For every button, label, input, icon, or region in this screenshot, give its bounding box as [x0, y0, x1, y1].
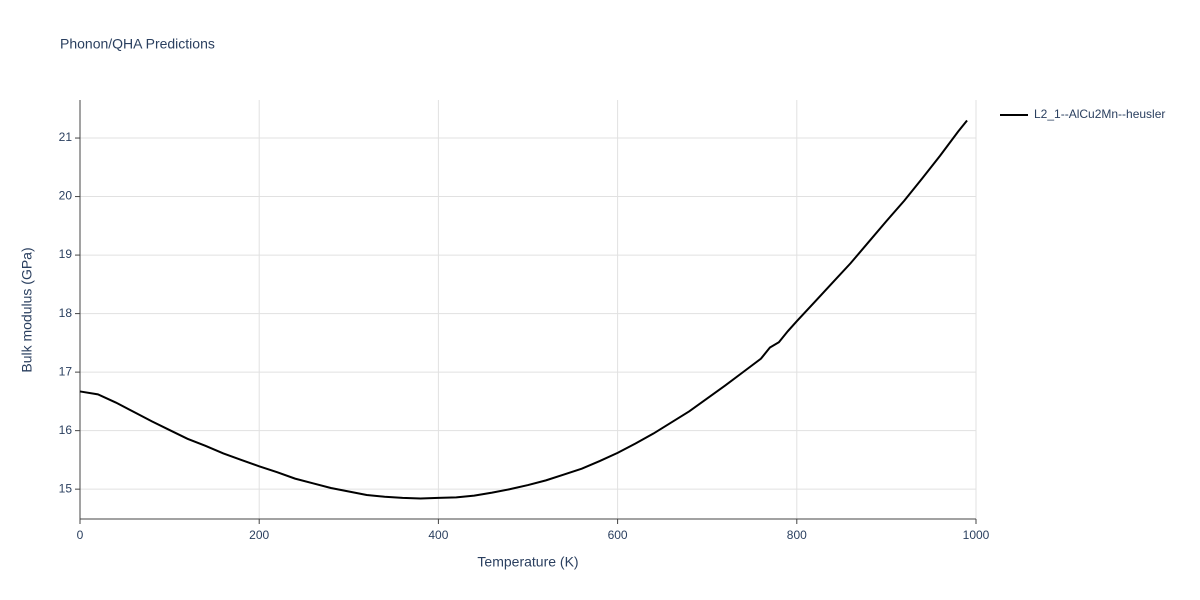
- chart-title: Phonon/QHA Predictions: [60, 36, 215, 52]
- y-tick-label: 20: [59, 189, 73, 203]
- x-tick-label: 600: [608, 528, 628, 542]
- y-tick-label: 21: [59, 130, 73, 144]
- y-tick-label: 19: [59, 247, 73, 261]
- x-tick-label: 1000: [963, 528, 990, 542]
- y-axis-title: Bulk modulus (GPa): [19, 247, 35, 372]
- data-line: [79, 119, 968, 500]
- y-tick-label: 16: [59, 423, 73, 437]
- y-tick-label: 15: [59, 481, 73, 495]
- x-tick-label: 400: [428, 528, 448, 542]
- x-axis-title: Temperature (K): [477, 554, 578, 570]
- x-tick-label: 200: [249, 528, 269, 542]
- legend-label: L2_1--AlCu2Mn--heusler: [1034, 107, 1165, 121]
- x-tick-label: 0: [77, 528, 84, 542]
- y-tick-label: 18: [59, 306, 73, 320]
- x-tick-label: 800: [787, 528, 807, 542]
- y-tick-label: 17: [59, 364, 73, 378]
